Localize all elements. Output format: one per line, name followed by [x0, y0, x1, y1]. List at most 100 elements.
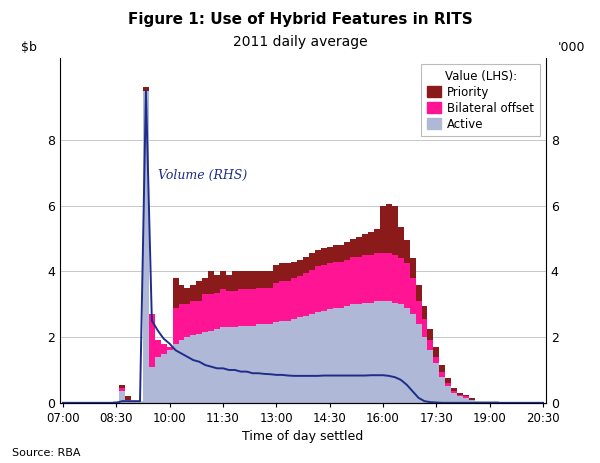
- Bar: [179, 285, 184, 304]
- Bar: [321, 249, 327, 265]
- Bar: [410, 278, 416, 314]
- Text: Volume (RHS): Volume (RHS): [158, 169, 247, 182]
- Bar: [226, 327, 232, 403]
- Bar: [321, 265, 327, 311]
- Bar: [196, 334, 202, 403]
- Bar: [262, 324, 268, 403]
- Bar: [309, 314, 315, 403]
- Bar: [422, 306, 427, 319]
- Bar: [119, 385, 125, 388]
- Legend: Priority, Bilateral offset, Active: Priority, Bilateral offset, Active: [421, 64, 540, 137]
- Bar: [303, 273, 309, 316]
- Bar: [356, 237, 362, 257]
- Bar: [481, 401, 487, 403]
- Bar: [173, 278, 179, 307]
- Bar: [119, 391, 125, 403]
- Text: Source: RBA: Source: RBA: [12, 448, 80, 458]
- Bar: [303, 257, 309, 273]
- Bar: [297, 276, 303, 318]
- Bar: [119, 388, 125, 391]
- Bar: [362, 234, 368, 255]
- Bar: [398, 304, 404, 403]
- Bar: [422, 319, 427, 337]
- Bar: [202, 278, 208, 294]
- Bar: [439, 372, 445, 376]
- Bar: [374, 229, 380, 253]
- Bar: [392, 206, 398, 255]
- Bar: [445, 378, 451, 383]
- Bar: [427, 350, 433, 403]
- Bar: [179, 304, 184, 340]
- Bar: [416, 285, 422, 301]
- Bar: [214, 275, 220, 293]
- Bar: [386, 301, 392, 403]
- Bar: [125, 400, 131, 403]
- Bar: [238, 289, 244, 325]
- Bar: [463, 398, 469, 403]
- Bar: [184, 288, 190, 304]
- Bar: [493, 401, 499, 403]
- Bar: [386, 253, 392, 301]
- Bar: [167, 350, 173, 403]
- Bar: [274, 322, 279, 403]
- Bar: [433, 347, 439, 357]
- Bar: [214, 329, 220, 403]
- Bar: [244, 325, 250, 403]
- Bar: [238, 271, 244, 289]
- Bar: [297, 260, 303, 276]
- Bar: [196, 281, 202, 301]
- Bar: [220, 289, 226, 327]
- Bar: [463, 394, 469, 396]
- Bar: [291, 278, 297, 319]
- Bar: [433, 357, 439, 363]
- Bar: [285, 263, 291, 281]
- Bar: [332, 245, 338, 262]
- Bar: [167, 347, 173, 350]
- Bar: [190, 336, 196, 403]
- Bar: [398, 227, 404, 258]
- X-axis label: Time of day settled: Time of day settled: [242, 431, 364, 444]
- Bar: [374, 253, 380, 301]
- Bar: [190, 301, 196, 336]
- Bar: [268, 271, 274, 288]
- Bar: [427, 329, 433, 340]
- Bar: [149, 367, 155, 403]
- Bar: [386, 204, 392, 253]
- Bar: [350, 257, 356, 304]
- Bar: [368, 255, 374, 303]
- Bar: [427, 340, 433, 350]
- Bar: [238, 325, 244, 403]
- Bar: [368, 232, 374, 255]
- Bar: [338, 245, 344, 262]
- Bar: [208, 294, 214, 331]
- Bar: [173, 307, 179, 344]
- Bar: [285, 321, 291, 403]
- Bar: [155, 357, 161, 403]
- Bar: [457, 394, 463, 396]
- Bar: [380, 301, 386, 403]
- Bar: [362, 303, 368, 403]
- Bar: [190, 285, 196, 301]
- Bar: [332, 262, 338, 307]
- Bar: [202, 332, 208, 403]
- Bar: [244, 271, 250, 289]
- Bar: [143, 91, 149, 403]
- Bar: [309, 270, 315, 314]
- Text: Figure 1: Use of Hybrid Features in RITS: Figure 1: Use of Hybrid Features in RITS: [128, 12, 472, 26]
- Bar: [250, 289, 256, 325]
- Bar: [416, 301, 422, 324]
- Bar: [202, 294, 208, 332]
- Bar: [274, 283, 279, 322]
- Bar: [410, 258, 416, 278]
- Bar: [232, 327, 238, 403]
- Bar: [327, 247, 332, 263]
- Bar: [451, 391, 457, 393]
- Bar: [374, 301, 380, 403]
- Bar: [262, 271, 268, 288]
- Bar: [125, 396, 131, 400]
- Bar: [327, 263, 332, 309]
- Bar: [315, 313, 321, 403]
- Bar: [404, 263, 410, 307]
- Bar: [303, 316, 309, 403]
- Bar: [356, 304, 362, 403]
